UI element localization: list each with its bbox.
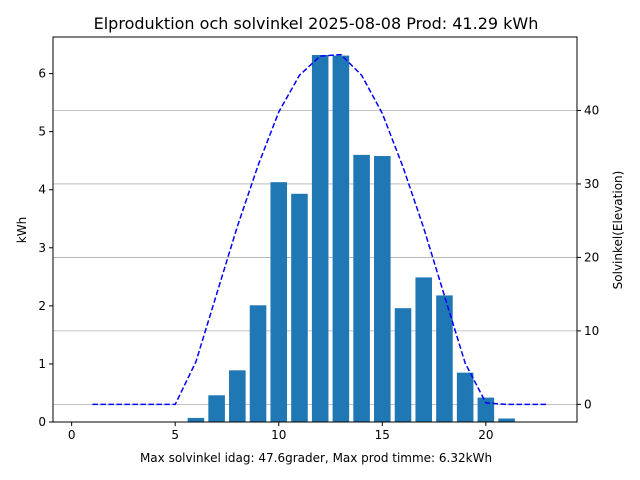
chart-title: Elproduktion och solvinkel 2025-08-08 Pr…	[94, 14, 539, 33]
bar	[270, 182, 288, 422]
bar	[415, 277, 433, 422]
y-axis-ticks: 0 1 2 3 4 5 6	[38, 67, 53, 429]
bar	[436, 295, 453, 422]
y2-tick-label: 20	[584, 250, 599, 264]
bar	[498, 418, 515, 422]
y-tick-label: 2	[38, 299, 46, 313]
bar	[332, 55, 350, 422]
plot-frame	[52, 36, 578, 423]
y2-axis-ticks: 0 10 20 30 40	[577, 103, 599, 411]
bar-series	[187, 55, 515, 423]
y2-tick-label: 0	[584, 397, 592, 411]
bar	[394, 308, 412, 422]
bar	[208, 395, 225, 422]
y-tick-label: 4	[38, 183, 46, 197]
elevation-line	[92, 53, 548, 406]
bar	[477, 397, 495, 422]
x-tick-label: 0	[68, 428, 76, 442]
bar	[353, 154, 370, 422]
y-tick-label: 3	[38, 241, 46, 255]
bar	[249, 305, 267, 422]
y2-tick-label: 10	[584, 324, 599, 338]
bar	[374, 156, 391, 422]
y-tick-label: 5	[38, 125, 46, 139]
bar	[311, 55, 329, 423]
x-tick-label: 20	[478, 428, 493, 442]
y2-tick-label: 40	[584, 103, 599, 117]
bar	[229, 370, 246, 422]
elevation-series	[92, 53, 548, 406]
bar	[291, 193, 308, 422]
x-tick-label: 10	[271, 428, 286, 442]
y-axis-label: kWh	[15, 217, 29, 243]
x-tick-label: 5	[171, 428, 179, 442]
y-tick-label: 1	[38, 357, 46, 371]
y-tick-label: 6	[38, 67, 46, 81]
y-tick-label: 0	[38, 415, 46, 429]
bar	[456, 372, 474, 422]
x-axis-label: Max solvinkel idag: 47.6grader, Max prod…	[140, 451, 492, 465]
x-axis-ticks: 0 5 10 15 20	[68, 422, 494, 442]
y2-tick-label: 30	[584, 177, 599, 191]
y2-axis-label: Solvinkel(Elevation)	[611, 171, 625, 290]
x-tick-label: 15	[375, 428, 390, 442]
bar	[187, 417, 205, 422]
